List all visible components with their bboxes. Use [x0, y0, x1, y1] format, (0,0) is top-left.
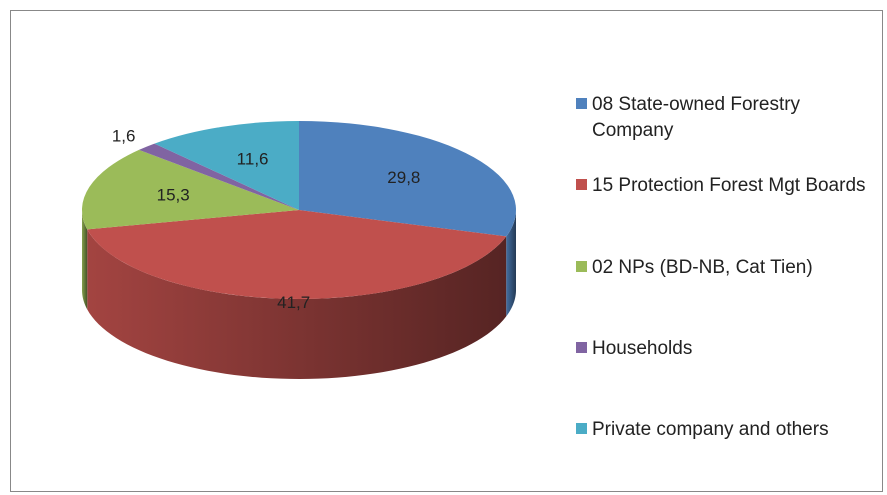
slice [154, 121, 299, 210]
data-label: 29,8 [387, 168, 420, 187]
data-label: 11,6 [237, 150, 269, 169]
slice [299, 121, 516, 237]
legend-entry: 15 Protection Forest Mgt Boards [576, 173, 876, 199]
legend-entry: 08 State-owned Forestry Company [576, 92, 876, 144]
chart-frame [10, 10, 883, 492]
legend-swatch [576, 179, 587, 191]
legend-swatch [576, 260, 587, 272]
legend-entry: 02 NPs (BD-NB, Cat Tien) [576, 255, 876, 281]
slice [138, 143, 299, 210]
legend-entry: Households [576, 336, 876, 362]
data-label: 1,6 [112, 127, 136, 146]
slice [87, 210, 507, 299]
legend-label: Private company and others [592, 419, 829, 441]
data-label: 41,7 [277, 293, 310, 312]
legend-label: 02 NPs (BD-NB, Cat Tien) [592, 256, 813, 278]
slice-side [87, 229, 507, 379]
legend-swatch [576, 341, 587, 353]
data-label: 15,3 [157, 186, 190, 205]
legend-label: Households [592, 337, 693, 359]
legend-swatch [576, 98, 587, 109]
slice-side [82, 210, 88, 310]
legend-entry: Private company and others [576, 417, 876, 443]
slice-side [506, 210, 516, 317]
legend-label: 15 Protection Forest Mgt Boards [592, 175, 866, 197]
slice [81, 149, 299, 230]
legend-label: 08 State-owned Forestry Company [592, 94, 801, 141]
legend-swatch [576, 423, 587, 435]
